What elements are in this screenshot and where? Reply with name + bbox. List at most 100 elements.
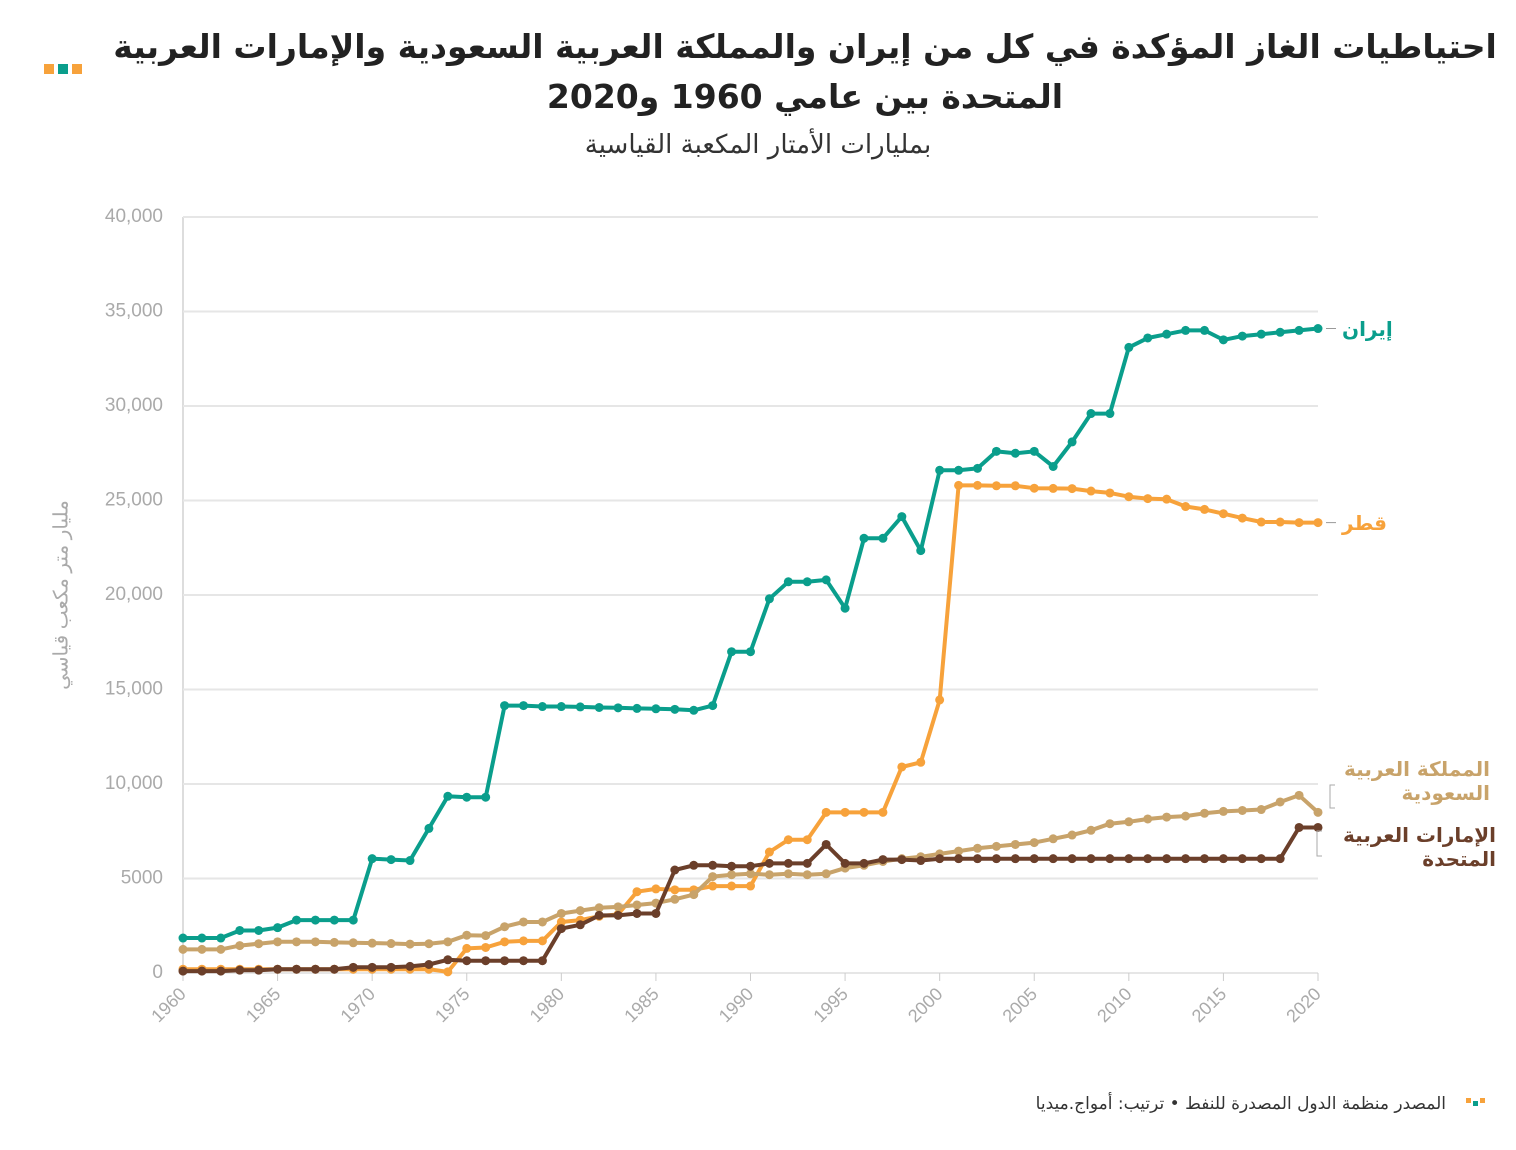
data-point [1048,854,1058,864]
data-point [292,964,301,974]
data-point [348,915,358,925]
data-point [1143,814,1153,824]
data-point [386,962,396,972]
data-point [1067,830,1077,840]
data-point [821,807,831,817]
data-point [670,894,680,904]
data-point [519,956,528,966]
data-point [670,885,680,895]
data-point [632,703,642,713]
data-point [537,917,547,927]
data-point [746,861,755,871]
data-point [1237,854,1247,864]
data-point [935,854,945,864]
data-point [991,446,1001,456]
data-point [1162,854,1172,864]
data-point [1086,409,1096,419]
x-tick-label: 1980 [526,984,568,1026]
data-point [746,881,755,891]
y-tick-label: 30,000 [105,395,163,416]
data-point [1010,854,1020,864]
data-point [802,870,812,880]
data-point [235,941,245,951]
x-tick-label: 1960 [147,984,189,1026]
data-point [878,533,888,543]
data-point [386,939,396,949]
data-point [216,944,226,954]
data-point [292,915,301,925]
data-point [1256,854,1266,864]
data-point [1162,494,1172,504]
data-point [1048,483,1058,493]
data-point [1143,333,1153,343]
data-point [821,869,831,879]
data-point [802,835,812,845]
data-point [254,925,264,935]
data-point [310,937,320,947]
data-point [916,856,926,866]
data-point [575,920,585,930]
data-point [348,938,358,948]
data-point [1029,854,1039,864]
data-point [1124,854,1134,864]
data-point [1162,329,1172,339]
data-point [764,858,774,868]
label-bracket [1329,784,1335,809]
data-point [1237,331,1247,341]
y-tick-label: 5000 [121,868,163,889]
series-label: إيران [1342,316,1393,341]
data-point [519,701,528,711]
y-tick-label: 35,000 [105,301,163,322]
data-point [443,791,453,801]
data-point [859,533,869,543]
data-point [273,937,283,947]
data-point [367,854,377,864]
data-point [310,964,320,974]
data-point [500,922,510,932]
data-point [1029,446,1039,456]
data-point [859,858,869,868]
data-point [1294,790,1304,800]
data-point [613,703,623,713]
data-point [1200,325,1209,335]
data-point [916,757,926,767]
y-tick-label: 15,000 [105,679,163,700]
data-point [310,915,320,925]
data-point [897,855,907,865]
data-point [1237,805,1247,815]
data-point [1275,854,1285,864]
data-point [783,835,793,845]
data-point [1029,483,1039,493]
data-point [386,855,396,865]
data-point [991,481,1001,491]
data-point [556,917,566,927]
data-point [1105,819,1115,829]
data-point [1275,327,1285,337]
data-point [197,944,207,954]
data-point [954,854,964,864]
data-point [348,962,358,972]
data-point [594,702,604,712]
data-point [1200,504,1209,514]
data-point [594,910,604,920]
data-point [178,944,188,954]
data-point [1294,518,1304,528]
data-point [1162,812,1172,822]
data-point [292,937,301,947]
data-point [727,647,737,657]
data-point [1124,817,1134,827]
data-point [708,860,718,870]
data-point [764,847,774,857]
data-point [1256,517,1266,527]
data-point [651,884,661,894]
x-tick-label: 1975 [431,984,473,1026]
series-label: الإمارات العربية المتحدة [1343,823,1496,871]
data-point [462,930,472,940]
data-point [1313,324,1323,334]
data-point [481,931,491,941]
data-point [594,903,604,913]
data-point [1029,838,1039,848]
x-tick-label: 2005 [999,984,1041,1026]
data-point [1124,492,1134,502]
data-point [519,917,528,927]
